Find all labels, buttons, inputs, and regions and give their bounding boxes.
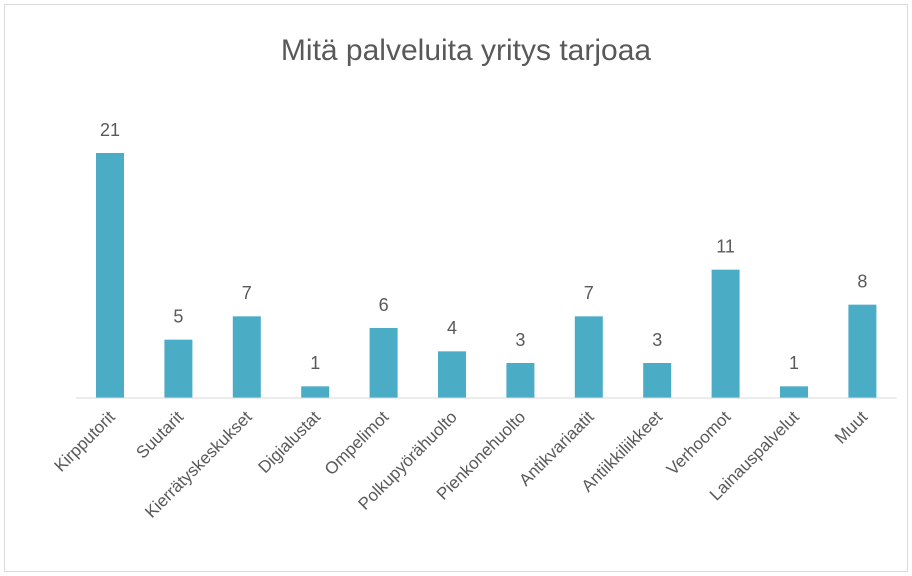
bar [232, 316, 261, 398]
data-label: 11 [716, 236, 735, 256]
bar [96, 153, 124, 398]
bar [438, 351, 466, 398]
data-label: 21 [100, 120, 120, 140]
data-label: 7 [242, 283, 252, 303]
chart-title: Mitä palveluita yritys tarjoaa [281, 34, 651, 67]
data-label: 1 [789, 353, 799, 373]
bar [711, 269, 740, 398]
data-label: 4 [447, 318, 457, 338]
bar [643, 363, 672, 398]
bar [369, 328, 398, 398]
data-label: 6 [379, 295, 389, 315]
data-label: 7 [584, 283, 594, 303]
bar [506, 363, 535, 398]
bar [574, 316, 603, 398]
chart-border [4, 4, 908, 572]
bar [780, 386, 808, 398]
bar [164, 339, 193, 398]
data-label: 8 [857, 271, 867, 291]
data-label: 1 [310, 353, 320, 373]
bar [848, 304, 877, 398]
bar [301, 386, 330, 398]
data-label: 3 [652, 330, 662, 350]
data-label: 3 [515, 330, 525, 350]
data-label: 5 [173, 306, 183, 326]
